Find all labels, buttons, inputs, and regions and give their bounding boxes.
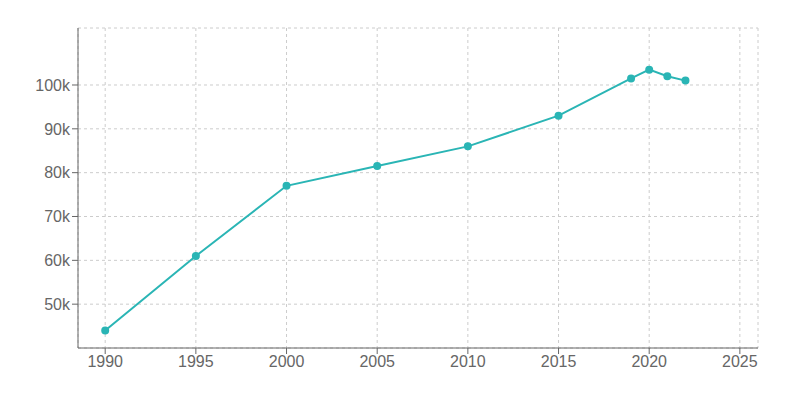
svg-text:2010: 2010 (450, 353, 486, 370)
svg-text:2025: 2025 (722, 353, 758, 370)
svg-text:70k: 70k (44, 208, 71, 225)
svg-text:2015: 2015 (541, 353, 577, 370)
svg-text:2020: 2020 (631, 353, 667, 370)
svg-text:100k: 100k (35, 77, 71, 94)
svg-text:2005: 2005 (359, 353, 395, 370)
svg-text:1990: 1990 (87, 353, 123, 370)
svg-text:1995: 1995 (178, 353, 214, 370)
svg-text:60k: 60k (44, 252, 71, 269)
svg-text:90k: 90k (44, 121, 71, 138)
svg-text:50k: 50k (44, 296, 71, 313)
svg-text:2000: 2000 (269, 353, 305, 370)
svg-text:80k: 80k (44, 164, 71, 181)
